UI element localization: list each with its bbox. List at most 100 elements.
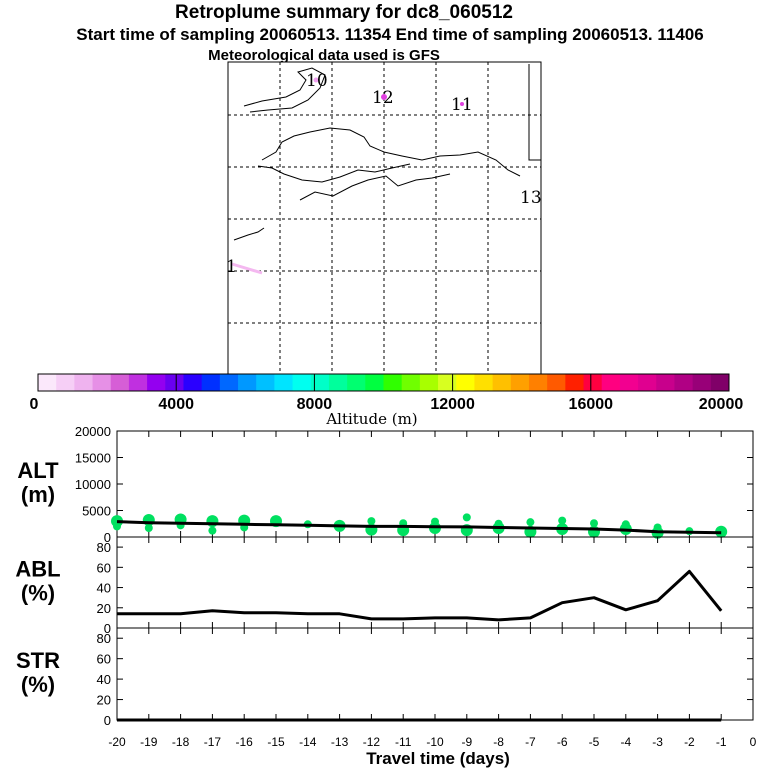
colorbar-swatch: [292, 374, 312, 391]
colorbar-swatch: [438, 374, 457, 391]
x-tick-label: -7: [525, 735, 536, 749]
x-tick-label: -1: [716, 735, 727, 749]
x-tick-label: -19: [140, 735, 158, 749]
colorbar-swatch: [419, 374, 439, 391]
map-day-label-10: 10: [306, 71, 328, 91]
altitude-colorbar: 0 4000 8000 12000 16000 20000: [30, 373, 744, 413]
colorbar-swatch: [201, 374, 221, 391]
colorbar-swatch: [601, 374, 621, 391]
plume-point: [526, 518, 535, 527]
x-tick-label: -9: [461, 735, 472, 749]
colorbar-tick-label: 4000: [158, 396, 194, 413]
x-tick-label: -11: [395, 735, 412, 749]
x-tick-label: -3: [652, 735, 663, 749]
y-tick-label: 0: [104, 621, 111, 636]
x-tick-label: -6: [557, 735, 568, 749]
colorbar-swatch: [165, 374, 184, 391]
y-tick-label: 40: [97, 672, 111, 687]
colorbar-swatch: [147, 374, 166, 391]
time-series-panels: 05000100001500020000ALT(m)020406080ABL(%…: [15, 424, 756, 768]
x-tick-label: -13: [331, 735, 349, 749]
colorbar-swatch: [238, 374, 257, 391]
panel-alt: 0 5000 10000 15000 20000 ALT(m): [17, 424, 754, 545]
y-tick-label: 0: [104, 530, 111, 545]
colorbar-swatch: [256, 374, 275, 391]
map-day-label-12: 12: [372, 88, 394, 108]
colorbar-swatch: [510, 374, 530, 391]
y-tick-label: 20: [97, 601, 111, 616]
sampling-time-line: Start time of sampling 20060513. 11354 E…: [76, 25, 704, 44]
y-tick-label: 10000: [75, 477, 111, 492]
colorbar-swatch: [674, 374, 694, 391]
colorbar-swatch: [383, 374, 403, 391]
colorbar-swatch: [56, 374, 75, 391]
panel-frame: [116, 627, 754, 721]
x-tick-label: -4: [620, 735, 631, 749]
trajectory-map: 10 12 11 13 1: [226, 61, 542, 375]
y-tick-label: 0: [104, 713, 111, 728]
colorbar-swatch: [401, 374, 421, 391]
series-line-mean-altitude: [116, 520, 722, 535]
colorbar-tick-label: 16000: [569, 396, 614, 413]
plume-point: [558, 516, 567, 525]
y-tick-label: 60: [97, 560, 111, 575]
x-tick-label: -10: [426, 735, 444, 749]
meteorological-data-line: Meteorological data used is GFS: [208, 47, 440, 64]
x-tick-label: -18: [172, 735, 190, 749]
colorbar-swatch: [638, 374, 657, 391]
plume-point: [208, 526, 217, 535]
panel-axis-label: ALT: [17, 458, 59, 483]
plume-marker-10: [313, 77, 319, 83]
map-day-label-1: 1: [226, 257, 237, 277]
y-tick-label: 80: [97, 631, 111, 646]
colorbar-swatch: [492, 374, 512, 391]
colorbar-swatch: [92, 374, 112, 391]
plume-point: [462, 513, 471, 522]
colorbar-swatch: [456, 374, 475, 391]
colorbar-swatch: [310, 374, 330, 391]
y-tick-label: 80: [97, 540, 111, 555]
colorbar-swatch: [110, 374, 130, 391]
colorbar-tick-label: 12000: [430, 396, 475, 413]
x-tick-label: -16: [236, 735, 254, 749]
colorbar-tick-label: 0: [30, 396, 39, 413]
colorbar-swatch: [619, 374, 639, 391]
y-tick-label: 20000: [75, 424, 111, 439]
series-line-abl: [117, 569, 723, 622]
colorbar-swatch: [128, 374, 148, 391]
colorbar-swatch: [583, 374, 603, 391]
colorbar-swatch: [692, 374, 712, 391]
colorbar-swatch: [565, 374, 585, 391]
coastlines: [233, 64, 541, 241]
plume-point: [590, 519, 598, 528]
colorbar-tick-label: 8000: [297, 396, 333, 413]
colorbar-tick-label: 20000: [699, 396, 744, 413]
colorbar-swatch: [328, 374, 348, 391]
plume-point: [113, 522, 121, 531]
y-tick-label: 15000: [75, 451, 111, 466]
colorbar-swatch: [274, 374, 294, 391]
panel-frame: [116, 536, 754, 629]
x-tick-label: -17: [204, 735, 222, 749]
x-tick-label: 0: [750, 735, 757, 749]
colorbar-swatch: [347, 374, 366, 391]
panel-axis-label: STR: [16, 648, 60, 673]
panel-axis-label: (%): [21, 581, 55, 606]
plume-trajectory: [231, 262, 263, 275]
x-tick-label: -8: [493, 735, 504, 749]
y-tick-label: 60: [97, 652, 111, 667]
colorbar-swatch: [38, 374, 57, 391]
x-tick-label: -2: [684, 735, 695, 749]
panel-abl: 0 20 40 60 80 ABL(%): [15, 536, 754, 636]
colorbar-swatch: [528, 374, 548, 391]
panel-axis-label: (%): [21, 672, 55, 697]
colorbar-swatch: [219, 374, 239, 391]
map-day-label-13: 13: [520, 188, 542, 208]
panel-axis-label: (m): [21, 482, 55, 507]
x-tick-label: -5: [589, 735, 600, 749]
map-gridlines: [228, 62, 541, 374]
x-axis-title: Travel time (days): [366, 749, 510, 768]
map-day-label-11: 11: [451, 95, 473, 115]
